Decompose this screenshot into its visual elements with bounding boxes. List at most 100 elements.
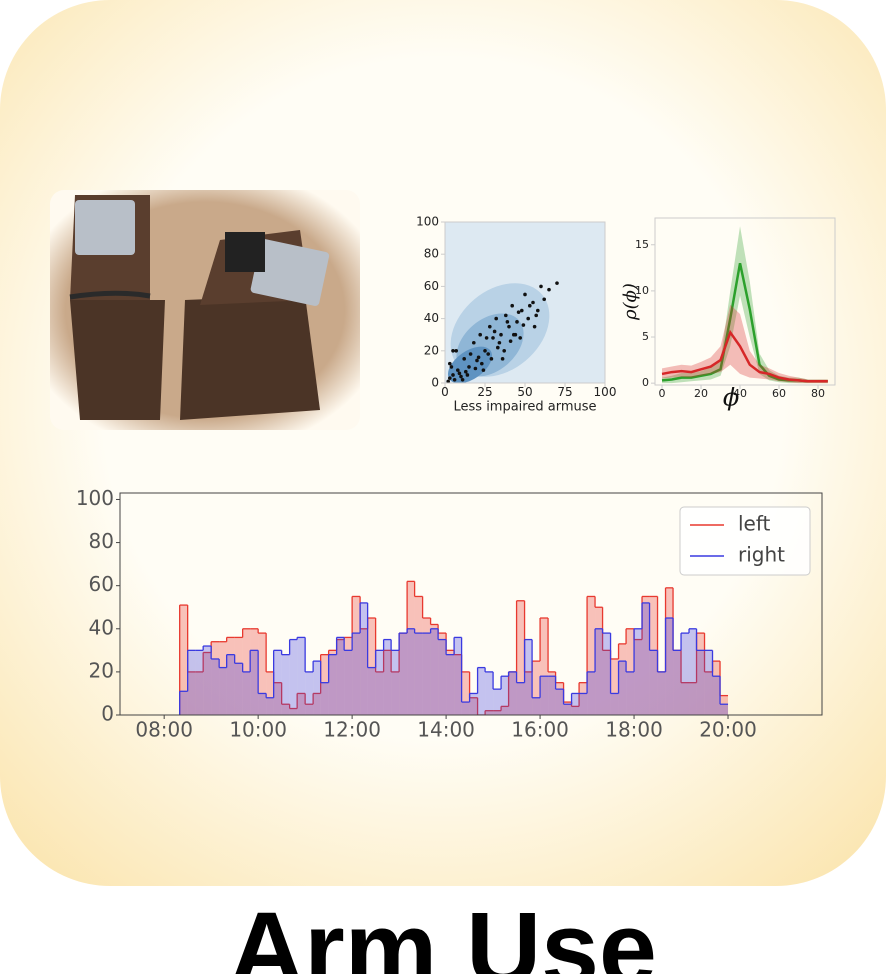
bar [696,633,705,715]
bar [179,691,188,715]
bar [187,650,196,715]
point [494,316,499,321]
bar [595,628,603,715]
bar [493,689,502,715]
bar [642,602,650,715]
bar [258,693,267,715]
bar [367,618,376,715]
x-tick-label: 20:00 [699,718,757,742]
bar [493,710,502,715]
point [449,365,454,369]
point [489,357,494,361]
bar [422,633,431,715]
point [512,332,516,337]
bar [626,671,635,715]
y-tick-label: 100 [416,215,439,229]
bar [281,654,290,715]
bar [477,667,486,715]
bar [375,671,384,715]
bar [226,654,235,715]
bar [250,628,259,715]
point [465,373,470,377]
point [542,297,546,302]
point [456,368,460,372]
x-tick-label: 16:00 [511,718,569,742]
bar [305,671,314,715]
y-tick-label: 20 [89,658,114,682]
point [528,303,532,308]
point [505,320,510,324]
x-tick-label: 08:00 [135,718,193,742]
bar [414,596,423,715]
x-tick-label: 12:00 [323,718,381,742]
bar [571,693,580,715]
bar [532,661,541,715]
bar [242,671,251,715]
bar [540,618,549,715]
bar [501,706,509,715]
bar [454,654,462,715]
bar [422,618,431,715]
bar [179,605,188,715]
plot-frame [444,221,606,384]
bar [219,667,227,715]
bar [328,654,337,715]
bar [657,671,666,715]
bar [407,581,415,715]
bar [524,671,533,715]
point [518,336,522,340]
y-tick-label: 0 [642,376,649,389]
x-tick-label: 14:00 [417,718,475,742]
bar [508,671,517,715]
bar [320,682,329,715]
y-tick-label: 40 [89,615,114,639]
point [499,332,503,337]
point [532,324,537,329]
bar [602,650,611,715]
bar [516,600,525,715]
bar [195,671,204,715]
point [515,320,519,324]
point [451,373,455,377]
line [661,329,828,383]
point [459,374,463,379]
point [497,340,502,345]
y-tick-label: 80 [424,247,439,261]
bar [469,693,478,715]
bar [587,671,596,715]
bar [469,697,478,715]
bar [532,697,541,715]
point [486,352,491,356]
bar [234,637,243,715]
bar [524,639,533,715]
bar [438,639,447,715]
bar [391,671,400,715]
bar [610,658,619,715]
bar [313,661,321,715]
point [473,366,478,371]
point [510,303,514,308]
bar [673,650,682,715]
bar [689,682,697,715]
bar [187,671,196,715]
point [446,379,451,384]
point [451,349,455,353]
wrist-photo [50,190,360,430]
x-axis-label: ϕ [723,384,739,412]
point [491,336,495,340]
bar [461,702,470,715]
point [500,357,505,361]
bar [587,596,596,715]
bar [399,633,408,715]
bar [485,710,494,715]
bars [179,580,729,715]
point [454,349,459,353]
bar [289,639,298,715]
bar [344,637,353,715]
bar [563,704,572,715]
bar [681,633,690,715]
y-tick-label: 0 [431,376,439,390]
bar [563,702,572,715]
bar [689,628,697,715]
point [488,324,492,329]
